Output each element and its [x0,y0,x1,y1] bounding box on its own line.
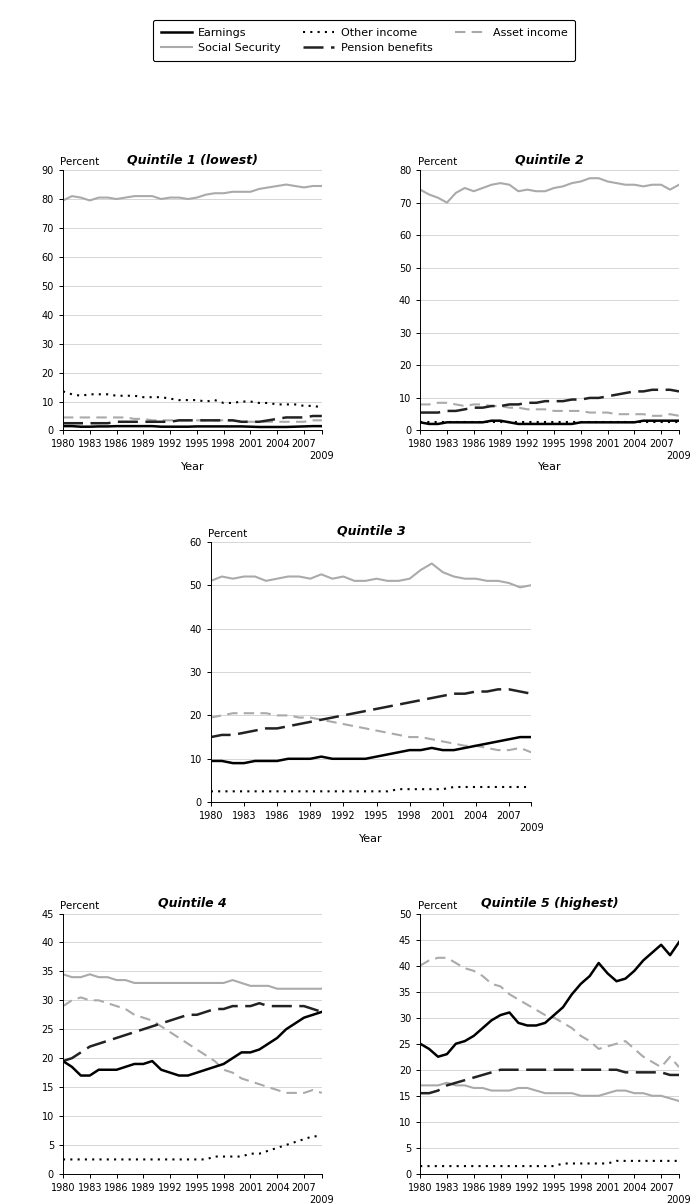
X-axis label: Year: Year [359,834,383,844]
Text: Percent: Percent [418,158,457,167]
Text: Percent: Percent [60,158,99,167]
Title: Quintile 3: Quintile 3 [337,525,405,538]
X-axis label: Year: Year [538,462,561,472]
Text: Percent: Percent [418,901,457,911]
Text: Percent: Percent [60,901,99,911]
Title: Quintile 2: Quintile 2 [515,153,584,166]
Title: Quintile 1 (lowest): Quintile 1 (lowest) [127,153,258,166]
Title: Quintile 5 (highest): Quintile 5 (highest) [481,897,618,909]
Legend: Earnings, Social Security, Other income, Pension benefits, Asset income: Earnings, Social Security, Other income,… [153,20,575,61]
Title: Quintile 4: Quintile 4 [158,897,227,909]
Text: Percent: Percent [208,530,247,539]
X-axis label: Year: Year [181,462,204,472]
